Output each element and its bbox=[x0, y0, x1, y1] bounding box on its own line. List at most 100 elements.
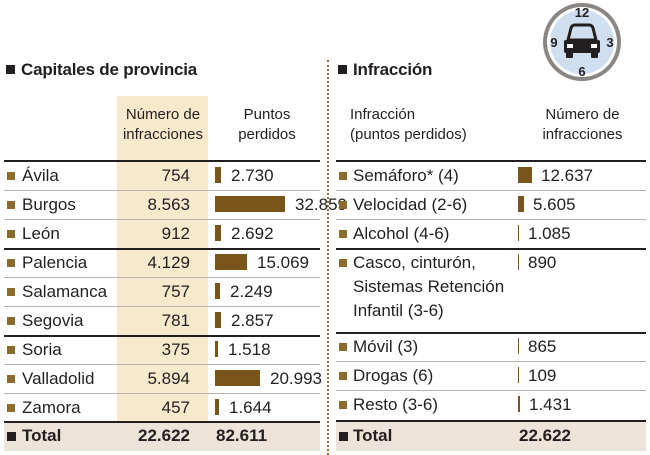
infraccion-bar bbox=[518, 396, 520, 412]
row-separator bbox=[336, 190, 646, 191]
puntos-label: 2.730 bbox=[231, 166, 274, 185]
total-separator bbox=[4, 421, 320, 423]
row-separator bbox=[4, 219, 320, 220]
infraccion-bar bbox=[518, 167, 532, 183]
infracciones-value: 8.563 bbox=[147, 195, 190, 214]
total-separator bbox=[336, 420, 646, 422]
infraccion-bar bbox=[518, 254, 519, 270]
infraccion-label: Alcohol (4-6) bbox=[353, 224, 450, 243]
row-separator bbox=[4, 364, 320, 365]
infraccion-value: 890 bbox=[528, 253, 557, 272]
infraccion-value: 1.431 bbox=[529, 395, 572, 414]
puntos-bar bbox=[215, 341, 218, 357]
row-separator bbox=[4, 393, 320, 394]
infraccion-bar bbox=[518, 196, 524, 212]
list-bullet bbox=[7, 259, 15, 267]
puntos-label: 2.692 bbox=[231, 224, 274, 243]
row-separator bbox=[336, 390, 646, 391]
clock-number-9: 9 bbox=[550, 35, 557, 50]
car-icon bbox=[564, 23, 600, 58]
infraccion-label: Móvil (3) bbox=[353, 337, 419, 356]
row-separator bbox=[4, 335, 320, 337]
total-square-icon bbox=[339, 432, 348, 441]
infraccion-value: 1.085 bbox=[528, 224, 571, 243]
infraccion-value: 12.637 bbox=[541, 166, 593, 185]
left-total-infracciones: 22.622 bbox=[138, 426, 190, 445]
header-infraccion: Infracción (puntos perdidos) bbox=[350, 106, 467, 143]
province-label: León bbox=[22, 224, 60, 243]
puntos-bar bbox=[215, 370, 260, 386]
infraccion-bar bbox=[518, 367, 519, 383]
province-label: Salamanca bbox=[22, 282, 108, 301]
province-label: Soria bbox=[22, 340, 62, 359]
province-label: Zamora bbox=[22, 398, 81, 417]
list-bullet bbox=[7, 201, 15, 209]
infracciones-value: 4.129 bbox=[147, 253, 190, 272]
infraccion-value: 109 bbox=[528, 366, 557, 385]
clock-number-3: 3 bbox=[606, 35, 613, 50]
infracciones-value: 912 bbox=[161, 224, 190, 243]
row-separator bbox=[4, 190, 320, 191]
infraccion-label: Semáforo* (4) bbox=[353, 166, 459, 185]
header-separator bbox=[336, 160, 646, 162]
puntos-bar bbox=[215, 196, 285, 212]
province-label: Burgos bbox=[22, 195, 76, 214]
list-bullet bbox=[7, 230, 15, 238]
row-separator bbox=[336, 361, 646, 362]
infracciones-column-highlight bbox=[117, 96, 208, 425]
province-label: Valladolid bbox=[22, 369, 95, 388]
infracciones-value: 754 bbox=[161, 166, 190, 185]
left-total-puntos: 82.611 bbox=[216, 426, 268, 445]
puntos-label: 15.069 bbox=[257, 253, 309, 272]
list-bullet bbox=[7, 375, 15, 383]
puntos-label: 2.249 bbox=[230, 282, 273, 301]
clock-number-12: 12 bbox=[575, 5, 589, 20]
infracciones-value: 375 bbox=[161, 340, 190, 359]
header-numero-infracciones: Número de infracciones bbox=[122, 106, 204, 143]
infraccion-value: 5.605 bbox=[533, 195, 576, 214]
list-bullet bbox=[7, 404, 15, 412]
infraccion-label: Drogas (6) bbox=[353, 366, 434, 385]
list-bullet bbox=[7, 172, 15, 180]
province-label: Segovia bbox=[22, 311, 84, 330]
header-numero-infracciones-right: Número de infracciones bbox=[542, 106, 623, 143]
column-divider bbox=[327, 60, 329, 455]
list-bullet bbox=[339, 259, 347, 267]
puntos-bar bbox=[215, 283, 220, 299]
puntos-bar bbox=[215, 399, 219, 415]
puntos-label: 32.859 bbox=[295, 195, 347, 214]
right-section-title: Infracción bbox=[338, 60, 432, 80]
puntos-bar bbox=[215, 167, 221, 183]
puntos-label: 2.857 bbox=[231, 311, 274, 330]
right-total-infracciones: 22.622 bbox=[519, 426, 571, 445]
row-separator bbox=[336, 248, 646, 250]
province-label: Ávila bbox=[22, 166, 59, 185]
infraccion-value: 865 bbox=[528, 337, 557, 356]
list-bullet bbox=[339, 230, 347, 238]
left-total-label: Total bbox=[22, 426, 62, 445]
infraccion-bar bbox=[518, 225, 519, 241]
right-total-band bbox=[336, 421, 646, 451]
infraccion-label: Casco, cinturón, bbox=[353, 253, 476, 272]
row-separator bbox=[4, 277, 320, 278]
puntos-bar bbox=[215, 312, 221, 328]
row-separator bbox=[336, 332, 646, 334]
title-square-icon bbox=[338, 65, 347, 74]
row-separator bbox=[336, 219, 646, 220]
title-square-icon bbox=[6, 65, 15, 74]
infracciones-value: 757 bbox=[161, 282, 190, 301]
list-bullet bbox=[7, 346, 15, 354]
list-bullet bbox=[7, 317, 15, 325]
list-bullet bbox=[339, 372, 347, 380]
car-clock-icon: 12 9 3 6 bbox=[543, 3, 621, 81]
list-bullet bbox=[339, 343, 347, 351]
province-label: Palencia bbox=[22, 253, 88, 272]
puntos-label: 1.644 bbox=[229, 398, 272, 417]
list-bullet bbox=[339, 172, 347, 180]
header-separator bbox=[4, 160, 320, 162]
row-separator bbox=[4, 248, 320, 250]
clock-number-6: 6 bbox=[578, 64, 585, 79]
list-bullet bbox=[339, 401, 347, 409]
puntos-label: 20.993 bbox=[270, 369, 322, 388]
infraccion-label: Infantil (3-6) bbox=[353, 301, 444, 320]
